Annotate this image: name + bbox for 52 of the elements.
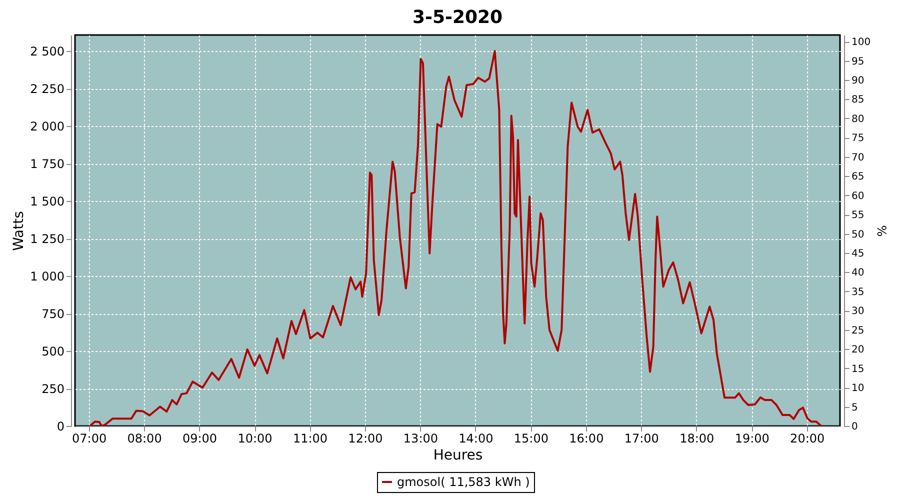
y2-tick-label: 100 — [852, 37, 871, 48]
y2-tick-label: 55 — [852, 210, 864, 222]
y2-tick-label: 65 — [852, 172, 864, 183]
x-tick-label: 08:00 — [127, 432, 162, 446]
y2-tick-label: 40 — [852, 268, 864, 279]
y-axis-title: Watts — [11, 211, 28, 251]
y-tick-label: 750 — [42, 307, 64, 322]
x-tick-label: 17:00 — [624, 432, 659, 446]
x-tick-label: 19:00 — [734, 432, 770, 446]
y2-tick-label: 15 — [852, 364, 864, 375]
y-tick-label: 0 — [56, 420, 64, 434]
y-tick-label: 250 — [42, 382, 64, 396]
x-tick-label: 16:00 — [569, 432, 604, 446]
x-tick-label: 14:00 — [458, 432, 494, 446]
y2-tick-label: 35 — [852, 286, 864, 298]
x-tick-label: 12:00 — [348, 432, 383, 446]
y2-tick-label: 80 — [852, 114, 864, 125]
y-tick-label: 2 250 — [30, 82, 64, 96]
chart-title: 3-5-2020 — [412, 7, 503, 28]
y2-tick-label: 70 — [852, 152, 864, 164]
y2-tick-label: 10 — [852, 383, 864, 394]
y-tick-label: 1 500 — [30, 194, 64, 209]
x-tick-label: 09:00 — [182, 432, 218, 446]
y2-tick-label: 60 — [852, 190, 864, 202]
x-tick-label: 20:00 — [790, 432, 825, 446]
y2-axis-title: % — [874, 225, 889, 237]
y-tick-label: 2 000 — [30, 120, 64, 134]
x-tick-label: 07:00 — [72, 432, 107, 446]
x-tick-label: 10:00 — [238, 432, 272, 446]
y2-tick-label: 95 — [852, 56, 864, 68]
y-tick-label: 1 750 — [30, 157, 64, 172]
y2-tick-label: 45 — [852, 248, 864, 260]
y-tick-label: 500 — [42, 344, 64, 359]
legend-label: gmosol( 11,583 kWh ) — [397, 475, 530, 489]
y-tick-label: 2 500 — [30, 44, 64, 59]
y2-tick-label: 0 — [852, 422, 858, 432]
y-tick-label: 1 250 — [30, 232, 64, 246]
x-tick-label: 13:00 — [403, 432, 438, 446]
y2-tick-label: 20 — [852, 344, 864, 356]
x-tick-label: 18:00 — [680, 432, 714, 446]
y2-tick-label: 30 — [852, 306, 864, 318]
y2-tick-label: 90 — [852, 75, 864, 86]
x-tick-label: 15:00 — [514, 432, 548, 446]
x-tick-label: 11:00 — [292, 432, 328, 446]
y2-tick-label: 25 — [852, 325, 864, 336]
y2-tick-label: 75 — [852, 133, 864, 144]
y2-tick-label: 85 — [852, 94, 864, 106]
x-axis-title: Heures — [433, 448, 483, 464]
y2-tick-label: 5 — [852, 402, 858, 414]
line-series — [88, 50, 822, 426]
y-tick-label: 1 000 — [30, 270, 64, 284]
y2-tick-label: 50 — [852, 229, 864, 240]
